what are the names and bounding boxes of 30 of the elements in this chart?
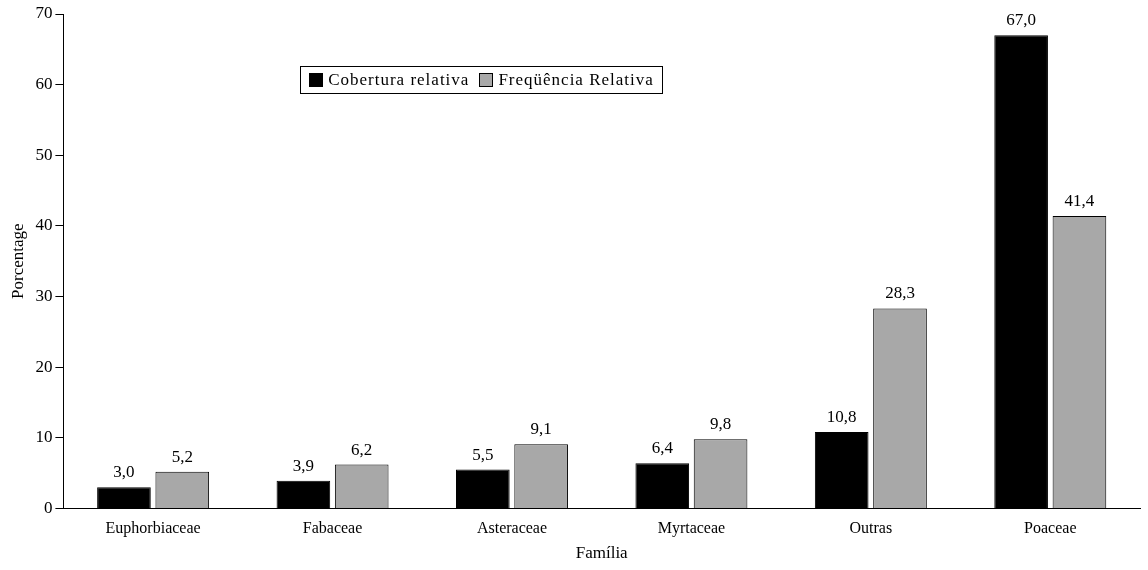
- y-tick-label: 40: [35, 215, 53, 235]
- data-label: 28,3: [885, 283, 915, 303]
- data-label: 5,5: [472, 444, 494, 464]
- y-tick-label: 70: [35, 3, 53, 23]
- data-label: 6,2: [351, 439, 373, 459]
- y-tick-label: 60: [35, 74, 53, 94]
- data-label: 67,0: [1006, 10, 1036, 30]
- legend-label: Cobertura relativa: [328, 70, 470, 90]
- y-tick-label: 10: [35, 427, 53, 447]
- y-tick-label: 0: [43, 497, 53, 517]
- data-label: 3,9: [292, 455, 315, 475]
- x-axis-title: Família: [575, 543, 629, 563]
- x-tick-label: Euphorbiaceae: [105, 519, 201, 538]
- y-axis-title: Porcentage: [7, 223, 27, 299]
- data-label: 41,4: [1064, 190, 1095, 210]
- x-tick-label: Myrtaceae: [657, 519, 726, 538]
- x-tick-label: Outras: [849, 519, 893, 537]
- y-tick-label: 30: [35, 285, 53, 305]
- y-tick-label: 20: [35, 356, 53, 376]
- data-label: 9,1: [530, 419, 552, 439]
- y-tick-label: 50: [35, 144, 53, 164]
- x-tick-label: Asteraceae: [476, 519, 548, 537]
- data-label: 6,4: [651, 438, 674, 458]
- data-label: 10,8: [826, 407, 857, 427]
- data-label: 5,2: [171, 446, 193, 466]
- data-label: 3,0: [113, 462, 135, 482]
- data-label: 9,8: [709, 414, 732, 434]
- legend-label: Freqüência Relativa: [498, 70, 654, 90]
- x-tick-label: Fabaceae: [302, 519, 363, 537]
- x-tick-label: Poaceae: [1024, 519, 1077, 537]
